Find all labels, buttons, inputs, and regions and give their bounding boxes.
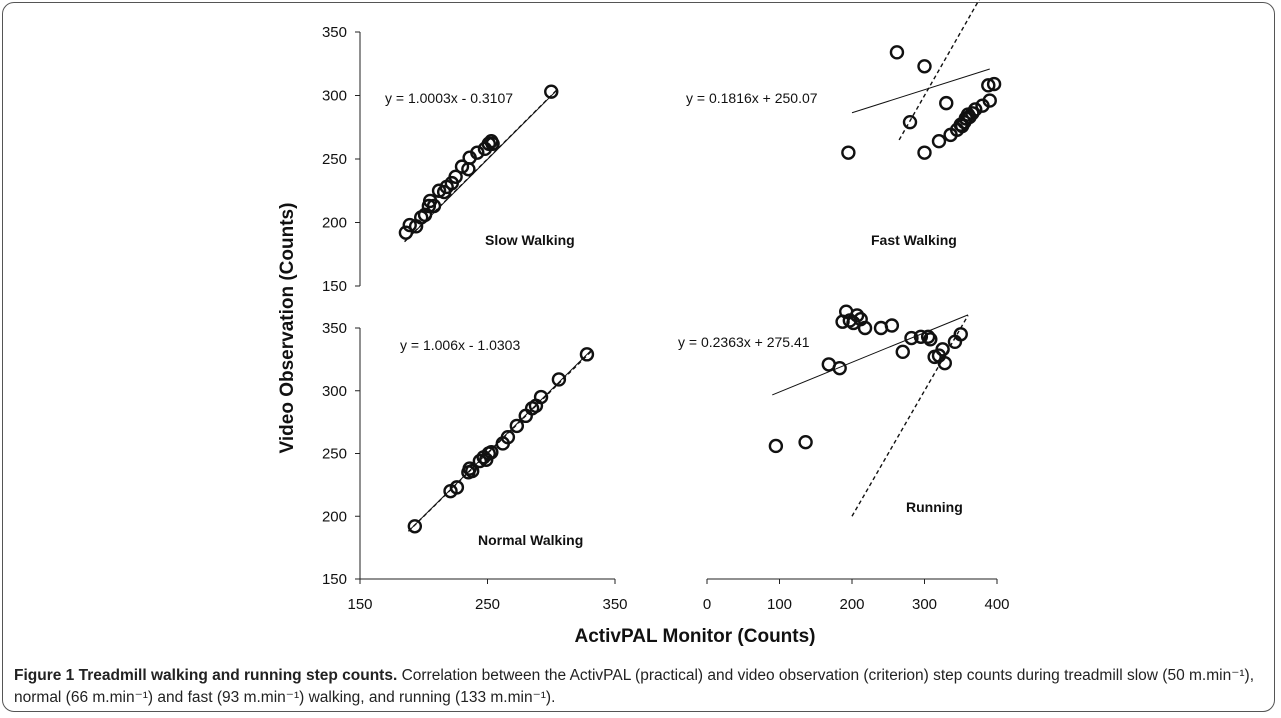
regression-line xyxy=(408,349,593,532)
data-point xyxy=(462,461,477,476)
regression-equation: y = 0.2363x + 275.41 xyxy=(678,334,810,350)
data-point xyxy=(832,360,847,376)
y-axis-title: Video Observation (Counts) xyxy=(277,203,298,454)
y-tick-label: 350 xyxy=(322,320,347,337)
data-point xyxy=(904,330,919,346)
data-point xyxy=(986,76,1002,92)
data-point xyxy=(920,329,936,344)
regression-equation: y = 0.1816x + 250.07 xyxy=(686,90,818,106)
panel-normal-walking: 150 200 250 300 350 150 250 350 y = 1.006x - 1.0… xyxy=(322,320,628,613)
data-point xyxy=(937,355,952,371)
y-tick-label: 200 xyxy=(322,215,347,232)
data-point xyxy=(981,78,996,93)
x-tick-label: 100 xyxy=(767,596,792,613)
panel-slow-walking: 150 200 250 300 350 y = 1.0003x - 0.3107 Slow … xyxy=(322,24,575,295)
panel-fast-walking: y = 0.1816x + 250.07 Fast Walking xyxy=(686,0,1002,248)
panel-running: 0 100 200 300 400 y = 0.2363x + 275.41 Running xyxy=(678,304,1010,613)
y-tick-label: 300 xyxy=(322,383,347,400)
data-point xyxy=(402,217,417,233)
regression-line xyxy=(851,68,990,114)
data-point xyxy=(798,435,813,450)
y-tick-label: 150 xyxy=(322,278,347,295)
x-tick-label: 0 xyxy=(703,596,711,613)
data-point xyxy=(485,136,500,151)
y-tick-label: 300 xyxy=(322,88,347,105)
data-point xyxy=(768,438,784,454)
data-point xyxy=(470,145,485,160)
data-point xyxy=(407,519,423,534)
data-point xyxy=(551,372,567,387)
data-point xyxy=(857,320,873,336)
data-point xyxy=(884,318,900,333)
regression-equation: y = 1.0003x - 0.3107 xyxy=(385,90,513,106)
figure-caption: Figure 1 Treadmill walking and running s… xyxy=(14,665,1264,709)
x-tick-label: 400 xyxy=(984,596,1009,613)
panel-label: Running xyxy=(906,499,963,515)
data-point xyxy=(953,327,968,342)
panel-label: Fast Walking xyxy=(871,232,957,248)
data-point xyxy=(846,315,861,331)
data-point xyxy=(917,145,932,160)
data-point xyxy=(923,332,938,347)
data-point xyxy=(500,429,516,445)
x-tick-label: 200 xyxy=(839,596,864,613)
data-point xyxy=(398,225,414,240)
data-point xyxy=(849,308,865,323)
data-point xyxy=(454,159,470,174)
y-tick-label: 200 xyxy=(322,508,347,525)
data-point xyxy=(931,134,947,149)
y-tick-label: 250 xyxy=(322,151,347,168)
identity-line xyxy=(898,0,980,141)
data-point xyxy=(449,480,465,495)
panel-label: Slow Walking xyxy=(485,232,575,248)
data-point xyxy=(939,95,954,111)
data-point xyxy=(417,207,433,223)
data-point xyxy=(472,453,488,469)
data-point xyxy=(902,114,918,130)
x-tick-label: 150 xyxy=(347,596,372,613)
data-point xyxy=(917,59,932,74)
data-point xyxy=(448,169,463,184)
data-point xyxy=(509,418,525,434)
data-point xyxy=(484,445,499,460)
y-tick-label: 350 xyxy=(322,24,347,41)
caption-title: Figure 1 Treadmill walking and running s… xyxy=(14,667,398,684)
identity-line xyxy=(851,315,969,517)
data-point xyxy=(426,198,442,214)
x-tick-label: 350 xyxy=(602,596,627,613)
data-point xyxy=(889,45,905,60)
caption-body: Correlation between the ActivPAL (practi… xyxy=(14,667,1255,706)
regression-line xyxy=(772,314,969,396)
data-point xyxy=(465,463,480,479)
data-point xyxy=(895,344,910,360)
data-point xyxy=(935,342,950,357)
data-point xyxy=(913,329,929,344)
y-tick-label: 150 xyxy=(322,571,347,588)
y-tick-label: 250 xyxy=(322,446,347,463)
data-point xyxy=(533,389,549,405)
data-point xyxy=(968,102,983,117)
data-point xyxy=(544,84,559,99)
x-axis-title: ActivPAL Monitor (Counts) xyxy=(575,626,816,647)
x-tick-label: 250 xyxy=(475,596,500,613)
regression-equation: y = 1.006x - 1.0303 xyxy=(400,337,520,353)
panel-label: Normal Walking xyxy=(478,532,583,548)
figure-chart: Video Observation (Counts) ActivPAL Moni… xyxy=(277,0,1010,647)
data-point xyxy=(982,93,997,108)
data-point xyxy=(841,145,856,160)
x-tick-label: 300 xyxy=(912,596,937,613)
data-point xyxy=(579,347,595,362)
